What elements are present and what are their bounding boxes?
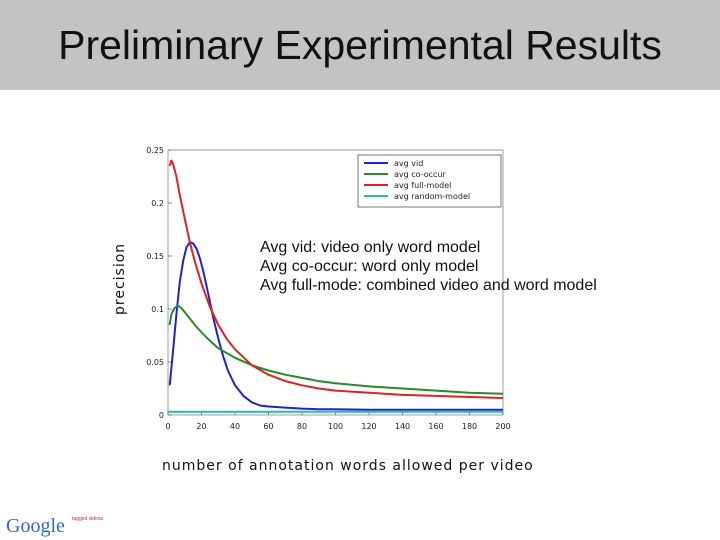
x-tick-label: 40 — [230, 422, 240, 431]
series-line-avg-vid — [168, 241, 503, 411]
logo-fine-print: tagged videos — [72, 516, 104, 522]
y-axis-label: precision — [112, 242, 128, 315]
series-line-avg-co-occur — [168, 304, 504, 395]
google-logo: Google — [6, 515, 65, 537]
legend-label: avg full-model — [394, 181, 451, 190]
note-avg-full-mode: Avg full-mode: combined video and word m… — [260, 277, 597, 294]
x-tick-label: 60 — [263, 422, 273, 431]
model-notes: Avg vid: video only word model Avg co-oc… — [260, 238, 597, 295]
y-tick-label: 0.1 — [151, 305, 164, 314]
x-tick-label: 140 — [395, 422, 410, 431]
y-tick-label: 0.15 — [146, 252, 164, 261]
precision-chart: 0 0.05 0.1 0.15 0.2 0.25 0 20 40 60 80 100 120 140 160… — [146, 146, 510, 431]
x-tick-label: 120 — [361, 422, 376, 431]
y-tick-label: 0.2 — [151, 199, 164, 208]
x-tick-label: 200 — [495, 422, 510, 431]
note-avg-vid: Avg vid: video only word model — [260, 239, 481, 256]
x-tick-label: 20 — [196, 422, 206, 431]
note-avg-co-occur: Avg co-occur: word only model — [260, 258, 479, 275]
series-line-avg-full-model — [168, 159, 504, 399]
x-tick-label: 100 — [328, 422, 343, 431]
x-tick-label: 80 — [297, 422, 307, 431]
x-tick-label: 180 — [462, 422, 477, 431]
x-axis-label: number of annotation words allowed per v… — [162, 458, 534, 474]
y-tick-label: 0.25 — [146, 146, 164, 155]
y-tick-label: 0.05 — [146, 358, 164, 367]
x-tick-label: 0 — [165, 422, 170, 431]
x-tick-label: 160 — [428, 422, 443, 431]
y-tick-label: 0 — [159, 411, 164, 420]
legend-label: avg vid — [394, 159, 423, 168]
slide-title: Preliminary Experimental Results — [58, 22, 662, 68]
legend-label: avg random-model — [394, 192, 470, 201]
title-bar: Preliminary Experimental Results — [0, 0, 720, 90]
legend-label: avg co-occur — [394, 170, 446, 179]
